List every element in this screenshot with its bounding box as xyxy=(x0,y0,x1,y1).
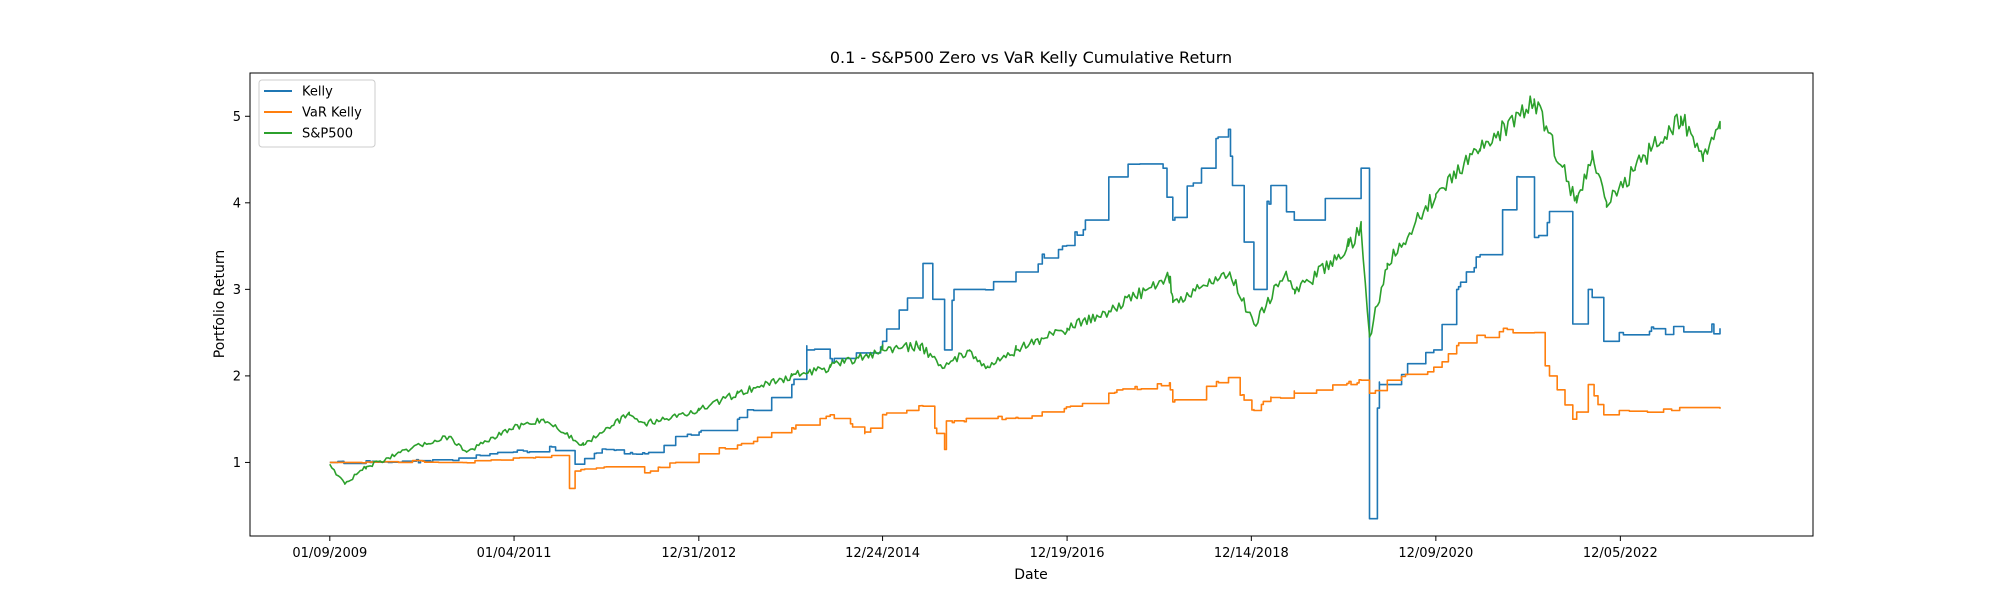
x-tick-label: 01/04/2011 xyxy=(477,546,552,561)
series-line-s-p500 xyxy=(329,95,1721,485)
legend-label: VaR Kelly xyxy=(302,106,362,121)
y-axis: 1 2 3 4 5 xyxy=(233,110,250,471)
y-axis-label: Portfolio Return xyxy=(212,250,228,359)
x-tick-label: 12/24/2014 xyxy=(845,546,920,561)
x-tick-label: 12/09/2020 xyxy=(1398,546,1473,561)
x-axis-label: Date xyxy=(1014,567,1047,583)
y-tick-label: 5 xyxy=(233,110,241,125)
plot-area xyxy=(249,72,1814,537)
plot-frame xyxy=(249,72,1814,537)
y-tick-label: 3 xyxy=(233,283,241,298)
series-layer xyxy=(329,95,1721,520)
x-axis: 01/09/2009 01/04/2011 12/31/2012 12/24/2014… xyxy=(292,536,1658,561)
x-tick-label: 12/31/2012 xyxy=(661,546,736,561)
y-tick-label: 1 xyxy=(233,456,241,471)
y-tick-label: 2 xyxy=(233,369,241,384)
legend-label: Kelly xyxy=(302,85,333,100)
legend-label: S&P500 xyxy=(302,127,353,142)
x-tick-label: 12/14/2018 xyxy=(1214,546,1289,561)
chart-title: 0.1 - S&P500 Zero vs VaR Kelly Cumulativ… xyxy=(830,48,1232,67)
series-line-kelly xyxy=(329,128,1721,520)
x-tick-label: 12/05/2022 xyxy=(1583,546,1658,561)
series-line-var-kelly xyxy=(329,327,1721,490)
legend: Kelly VaR Kelly S&P500 xyxy=(258,79,376,148)
y-tick-label: 4 xyxy=(233,196,241,211)
x-tick-label: 12/19/2016 xyxy=(1030,546,1105,561)
x-tick-label: 01/09/2009 xyxy=(292,546,367,561)
legend-box xyxy=(258,79,376,148)
